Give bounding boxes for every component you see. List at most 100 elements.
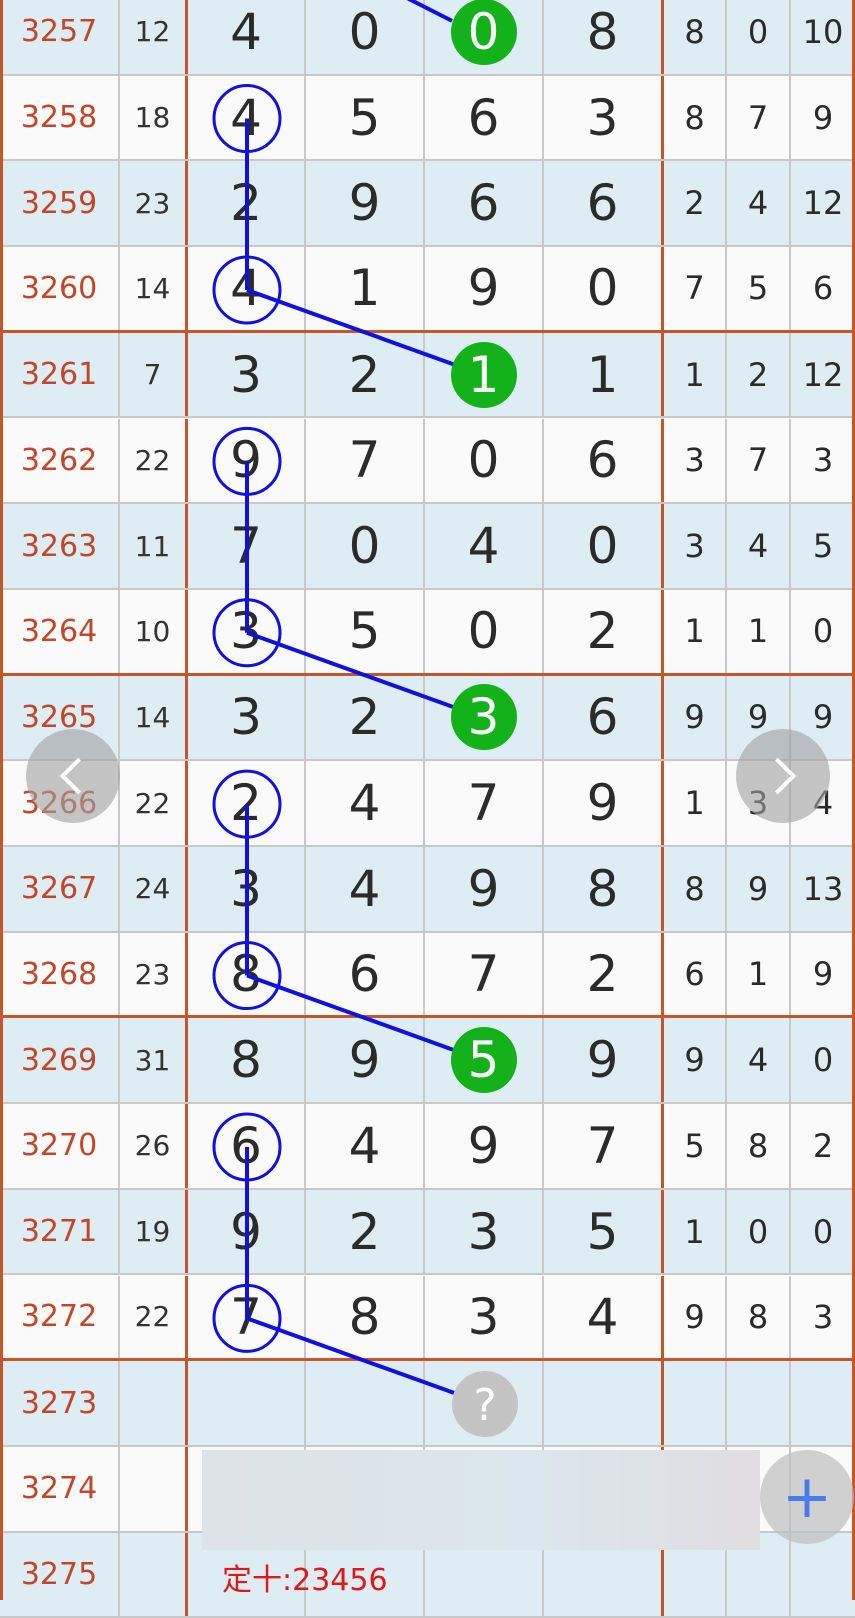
- digit-3: 9: [425, 847, 544, 931]
- prev-page-button[interactable]: [26, 729, 120, 823]
- extra-1: 9: [664, 1275, 727, 1359]
- issue-number: 3265: [0, 675, 120, 760]
- digit-2: 0: [306, 0, 425, 74]
- extra-1: 1: [664, 761, 727, 845]
- sum-value: 12: [120, 0, 188, 74]
- sum-value: 23: [120, 932, 188, 1016]
- digit-1: 9: [188, 1189, 306, 1274]
- issue-number: 3260: [0, 247, 120, 330]
- extra-3: 9: [812, 698, 834, 737]
- sum-value: 7: [120, 332, 188, 417]
- table-row: 3259 23 2 9 6 6 2 4 12: [0, 161, 855, 248]
- extra-2: [727, 1532, 791, 1617]
- next-page-button[interactable]: [736, 729, 830, 823]
- digit-4: [544, 1361, 664, 1445]
- sum-value: 31: [120, 1018, 188, 1103]
- extra-3: 0: [812, 1041, 834, 1080]
- digit-3: 0: [425, 589, 544, 673]
- extra-1: 9: [664, 675, 727, 760]
- digit-3: 6: [425, 161, 544, 246]
- extra-1: 8: [664, 847, 727, 931]
- sum-value: 18: [120, 75, 188, 160]
- digit-4: 3: [544, 75, 664, 160]
- extra-2: [727, 1361, 791, 1445]
- extra-2: 1: [727, 932, 791, 1016]
- extra-3: 12: [802, 184, 844, 223]
- sum-value: 10: [120, 589, 188, 673]
- extra-3: 9: [812, 98, 834, 137]
- digit-3: 0: [425, 418, 544, 503]
- digit-3: 7: [425, 761, 544, 845]
- extra-1: 6: [664, 932, 727, 1016]
- issue-number: 3262: [0, 418, 120, 503]
- table-row: 3265 14 3 2 3 6 9 9 9: [0, 675, 855, 762]
- digit-2: 5: [306, 589, 425, 673]
- sum-value: 11: [120, 504, 188, 588]
- extra-2: 4: [727, 161, 791, 246]
- digit-1: 8: [188, 932, 306, 1016]
- extra-3: 3: [812, 1297, 834, 1336]
- digit-1: 3: [188, 847, 306, 931]
- issue-number: 3263: [0, 504, 120, 588]
- digit-2: 6: [306, 932, 425, 1016]
- extra-2: 5: [727, 247, 791, 330]
- digit-1: 7: [188, 1275, 306, 1359]
- extra-2: 7: [727, 418, 791, 503]
- table-row: 3257 12 4 0 0 8 8 0 10: [0, 0, 855, 76]
- chevron-right-icon: [759, 757, 797, 795]
- digit-1: [188, 1532, 306, 1617]
- issue-number: 3273: [0, 1361, 120, 1445]
- extra-3: 6: [812, 269, 834, 308]
- sum-value: 23: [120, 161, 188, 246]
- ad-banner[interactable]: [202, 1450, 760, 1550]
- digit-2: 2: [306, 332, 425, 417]
- extra-2: 1: [727, 589, 791, 673]
- extra-3: 10: [802, 12, 844, 51]
- digit-3: 9: [425, 247, 544, 330]
- table-row: 3272 22 7 8 3 4 9 8 3: [0, 1275, 855, 1362]
- issue-number: 3261: [0, 332, 120, 417]
- add-floating-button[interactable]: +: [760, 1450, 854, 1544]
- digit-4: 9: [544, 1018, 664, 1103]
- green-circle-marker: 0: [425, 0, 544, 74]
- issue-number: 3272: [0, 1275, 120, 1359]
- extra-3: 9: [812, 955, 834, 994]
- issue-number: 3268: [0, 932, 120, 1016]
- digit-2: 4: [306, 761, 425, 845]
- digit-3: 3: [425, 1189, 544, 1274]
- issue-number: 3274: [0, 1446, 120, 1531]
- digit-1: 6: [188, 1104, 306, 1188]
- digit-2: 4: [306, 847, 425, 931]
- table-row: 3264 10 3 5 0 2 1 1 0: [0, 589, 855, 676]
- digit-2: 2: [306, 675, 425, 760]
- digit-4: 6: [544, 161, 664, 246]
- extra-3: 12: [802, 355, 844, 394]
- digit-3: 3: [425, 1275, 544, 1359]
- extra-1: 5: [664, 1104, 727, 1188]
- digit-4: 9: [544, 761, 664, 845]
- digit-1: 4: [188, 75, 306, 160]
- extra-2: 0: [727, 1189, 791, 1274]
- digit-4: 8: [544, 847, 664, 931]
- digit-2: 9: [306, 161, 425, 246]
- extra-1: 8: [664, 0, 727, 74]
- issue-number: 3275: [0, 1532, 120, 1617]
- table-row: 3266222479134: [0, 761, 855, 847]
- extra-1: 3: [664, 504, 727, 588]
- extra-2: 7: [727, 75, 791, 160]
- sum-value: [120, 1446, 188, 1531]
- digit-2: 7: [306, 418, 425, 503]
- extra-2: 4: [727, 504, 791, 588]
- extra-1: [664, 1532, 727, 1617]
- table-row: 3262 22 9 7 0 6 3 7 3: [0, 418, 855, 505]
- extra-2: 0: [727, 0, 791, 74]
- sum-value: 19: [120, 1189, 188, 1274]
- digit-1: 4: [188, 247, 306, 330]
- digit-4: 2: [544, 589, 664, 673]
- digit-2: 5: [306, 75, 425, 160]
- digit-3: 6: [425, 75, 544, 160]
- digit-4: 8: [544, 0, 664, 74]
- digit-4: 5: [544, 1189, 664, 1274]
- digit-1: 3: [188, 675, 306, 760]
- digit-1: 9: [188, 418, 306, 503]
